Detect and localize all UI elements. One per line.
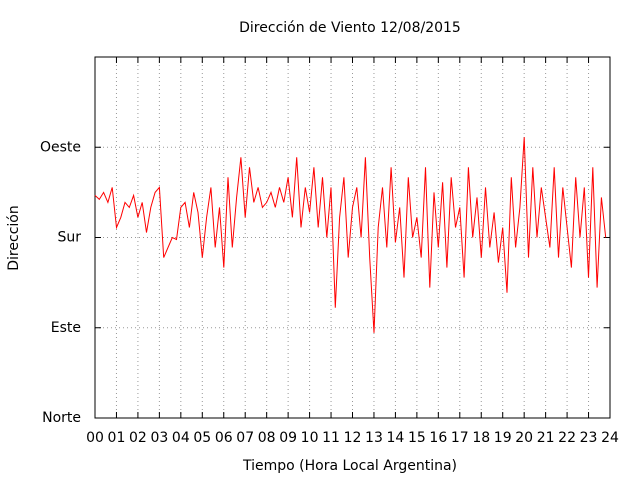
chart-title: Dirección de Viento 12/08/2015 bbox=[239, 20, 461, 36]
x-tick-label: 12 bbox=[344, 430, 362, 446]
plot-frame bbox=[94, 56, 611, 419]
x-tick-label: 06 bbox=[215, 430, 233, 446]
x-tick-label: 13 bbox=[365, 430, 383, 446]
x-tick-label: 08 bbox=[258, 430, 276, 446]
x-tick-label: 04 bbox=[172, 430, 190, 446]
x-tick-label: 15 bbox=[408, 430, 426, 446]
x-tick-label: 10 bbox=[301, 430, 319, 446]
x-tick-label: 14 bbox=[387, 430, 405, 446]
data-line bbox=[94, 137, 607, 333]
x-tick-label: 18 bbox=[472, 430, 490, 446]
y-tick-label: Norte bbox=[42, 410, 81, 426]
y-tick-label: Oeste bbox=[40, 139, 81, 155]
x-tick-label: 22 bbox=[558, 430, 576, 446]
x-tick-label: 09 bbox=[279, 430, 297, 446]
y-tick-label: Sur bbox=[57, 230, 81, 246]
y-tick-label: Este bbox=[51, 320, 81, 336]
x-tick-label: 01 bbox=[108, 430, 126, 446]
x-tick-label: 05 bbox=[193, 430, 211, 446]
x-tick-label: 24 bbox=[601, 430, 619, 446]
x-tick-label: 17 bbox=[451, 430, 469, 446]
x-tick-label: 20 bbox=[515, 430, 533, 446]
x-tick-label: 00 bbox=[86, 430, 104, 446]
x-tick-label: 23 bbox=[580, 430, 598, 446]
x-tick-label: 19 bbox=[494, 430, 512, 446]
x-tick-label: 21 bbox=[537, 430, 555, 446]
y-axis-label: Dirección bbox=[6, 205, 22, 270]
x-tick-label: 03 bbox=[150, 430, 168, 446]
x-tick-label: 11 bbox=[322, 430, 340, 446]
x-tick-label: 16 bbox=[429, 430, 447, 446]
x-tick-label: 07 bbox=[236, 430, 254, 446]
x-tick-label: 02 bbox=[129, 430, 147, 446]
x-axis-label: Tiempo (Hora Local Argentina) bbox=[242, 458, 457, 474]
